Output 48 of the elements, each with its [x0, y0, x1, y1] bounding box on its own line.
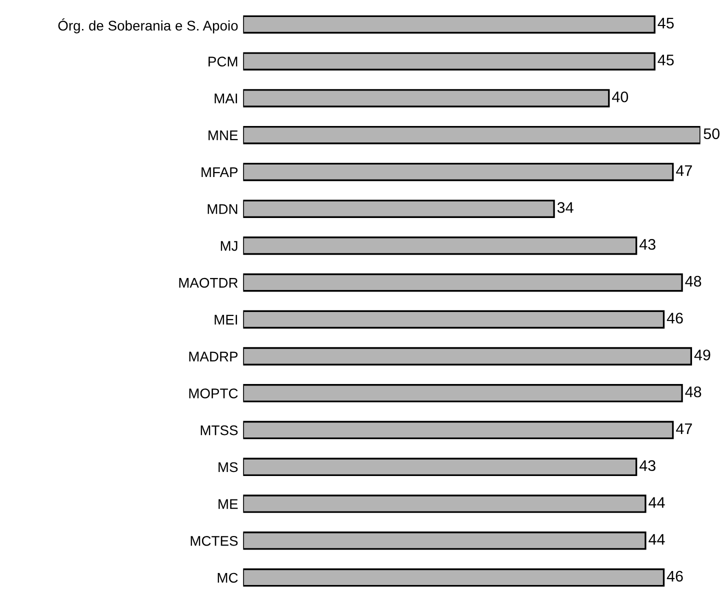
- data-label: 48: [685, 276, 702, 287]
- data-label: 43: [639, 460, 656, 472]
- bar: [243, 494, 646, 513]
- y-tick-label: MS: [218, 462, 238, 472]
- data-label: 34: [557, 202, 574, 213]
- data-label: 40: [612, 91, 628, 102]
- y-tick-label: MC: [218, 572, 238, 583]
- bar: [243, 89, 610, 108]
- bar: [243, 200, 555, 218]
- y-tick-label: MCTES: [190, 536, 238, 546]
- bar: [243, 347, 692, 366]
- data-label: 47: [676, 423, 692, 434]
- bar: [243, 384, 683, 402]
- data-label: 48: [685, 386, 702, 398]
- data-label: 45: [658, 54, 674, 66]
- bar: [243, 273, 683, 292]
- y-tick-label: MADRP: [189, 352, 238, 362]
- bar: [243, 52, 656, 70]
- data-label: 45: [658, 18, 674, 29]
- y-tick-label: Órg. de Soberania e S. Apoio: [58, 18, 238, 34]
- bar: [243, 236, 638, 255]
- y-tick-label: MEI: [214, 314, 238, 324]
- bar: [243, 310, 665, 329]
- y-tick-label: ME: [218, 499, 238, 509]
- data-label: 49: [694, 350, 710, 360]
- y-tick-label: MOPTC: [189, 388, 238, 398]
- bar: [243, 420, 674, 440]
- y-tick-label: MFAP: [202, 167, 238, 177]
- y-tick-label: MAI: [214, 94, 238, 104]
- data-label: 46: [666, 570, 683, 582]
- data-label: 46: [666, 312, 683, 324]
- y-tick-label: MNE: [208, 130, 238, 140]
- data-label: 44: [648, 534, 665, 545]
- bar: [243, 568, 665, 587]
- y-tick-label: MDN: [208, 204, 238, 214]
- data-label: 50: [704, 128, 720, 140]
- data-label: 44: [648, 497, 665, 508]
- bar: [243, 15, 656, 34]
- data-label: 47: [676, 165, 692, 176]
- bar: [243, 458, 638, 476]
- y-tick-label: PCM: [208, 56, 238, 66]
- bar: [243, 532, 646, 550]
- y-tick-label: MAOTDR: [179, 278, 238, 288]
- bar: [243, 126, 700, 144]
- bar: [243, 162, 674, 182]
- y-tick-label: MJ: [220, 241, 238, 251]
- y-tick-label: MTSS: [200, 425, 238, 436]
- data-label: 43: [639, 238, 656, 250]
